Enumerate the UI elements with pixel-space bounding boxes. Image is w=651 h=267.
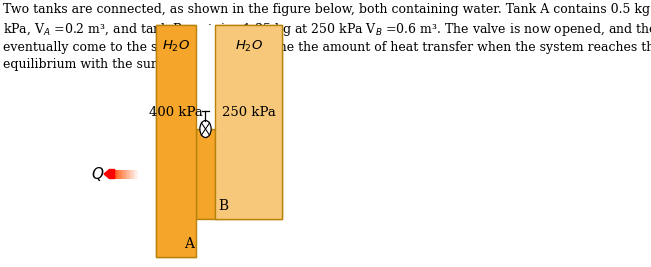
Bar [122,170,123,179]
Bar [195,219,215,257]
Text: 250 kPa: 250 kPa [221,105,275,119]
Bar [113,170,114,179]
Circle shape [200,120,211,138]
FancyArrow shape [104,170,115,179]
Bar [138,170,139,179]
Bar [129,170,130,179]
Bar [132,170,133,179]
Text: Two tanks are connected, as shown in the figure below, both containing water. Ta: Two tanks are connected, as shown in the… [3,3,651,71]
Text: $H_2O$: $H_2O$ [161,39,189,54]
Bar [128,170,129,179]
Text: B: B [218,199,229,213]
Bar [130,170,132,179]
Text: A: A [184,237,194,251]
Bar [134,170,135,179]
Bar [119,170,120,179]
Text: $Q$: $Q$ [91,165,105,183]
Bar [215,25,282,219]
Bar [137,170,138,179]
Bar [133,170,134,179]
Bar [123,170,124,179]
Text: $H_2O$: $H_2O$ [234,39,262,54]
Bar [118,170,119,179]
Bar [195,129,215,219]
Bar [156,25,195,257]
Bar [215,25,282,219]
Bar [115,170,117,179]
Bar [117,170,118,179]
Text: 400 kPa: 400 kPa [148,105,202,119]
Bar [195,25,215,129]
Bar [114,170,115,179]
Bar [135,170,137,179]
Bar [124,170,126,179]
Bar [126,170,128,179]
Bar [120,170,122,179]
Bar [156,25,195,257]
